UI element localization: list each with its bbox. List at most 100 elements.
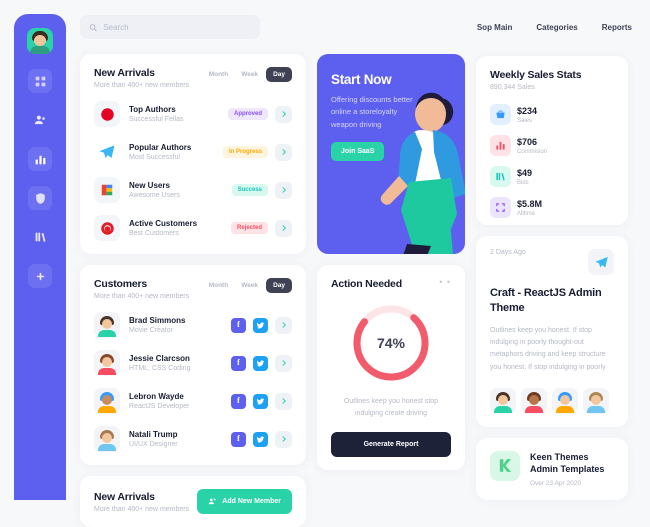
stat-value: $234 — [517, 105, 538, 116]
facebook-icon[interactable]: f — [231, 317, 246, 333]
donut-percentage: 74% — [376, 335, 406, 351]
customers-subtitle: More than 400+ new members — [94, 293, 190, 300]
table-row[interactable]: Active Customers Best Customers Rejected — [94, 215, 292, 241]
generate-report-button[interactable]: Generate Report — [331, 431, 451, 457]
row-title: New Users — [129, 181, 170, 190]
sidebar-item-grid[interactable] — [28, 69, 52, 93]
avatar[interactable] — [490, 387, 516, 414]
sidebar-item-add[interactable] — [28, 264, 52, 288]
sidebar-avatar[interactable] — [27, 28, 53, 54]
chevron-right-icon — [282, 149, 286, 155]
google-icon — [94, 177, 120, 203]
twitter-icon[interactable] — [253, 355, 268, 371]
sidebar-item-security[interactable] — [28, 186, 52, 210]
stat-tile-bids: $49 Bids — [490, 166, 550, 187]
segment-day[interactable]: Day — [266, 278, 292, 293]
customer-role: UI/UX Designer — [129, 441, 178, 448]
facebook-icon[interactable]: f — [231, 393, 246, 409]
join-saas-button[interactable]: Join SaaS — [331, 142, 385, 162]
add-new-member-button[interactable]: Add New Member — [197, 489, 292, 514]
list-item[interactable]: Jessie Clarcson HTML, CSS Coding f — [94, 350, 292, 376]
avatar[interactable] — [583, 387, 609, 414]
customer-role: Movie Creator — [129, 327, 173, 334]
row-arrow-button[interactable] — [275, 316, 292, 334]
stat-label: Commision — [517, 148, 548, 155]
facebook-icon[interactable]: f — [231, 431, 246, 447]
weekly-stats-subtitle: 890,344 Sales — [490, 84, 535, 91]
sidebar-item-analytics[interactable] — [28, 147, 52, 171]
row-subtitle: Awesome Users — [129, 192, 180, 199]
donut-chart: 74% — [331, 302, 451, 384]
weekly-sales-stats-card: Weekly Sales Stats 890,344 Sales $234 Sa… — [476, 56, 628, 226]
ellipsis-icon[interactable]: • • — [439, 277, 451, 287]
nav-item-categories[interactable]: Categories — [536, 22, 578, 32]
nav-item-reports[interactable]: Reports — [601, 22, 632, 32]
list-item[interactable]: Lebron Wayde ReactJS Developer f — [94, 388, 292, 414]
status-badge: Rejected — [230, 222, 268, 234]
segment-week[interactable]: Week — [241, 282, 259, 289]
keen-subtitle: Over 23 Apr 2020 — [530, 480, 581, 487]
nav-item-sop-main[interactable]: Sop Main — [476, 22, 513, 32]
list-item[interactable]: Natali Trump UI/UX Designer f — [94, 426, 292, 452]
blog-body: Outlines keep you honest. If stop indulg… — [490, 326, 606, 371]
keen-themes-card: Keen Themes Admin Templates Over 23 Apr … — [476, 437, 628, 500]
bottom-arrivals-title: New Arrivals — [94, 490, 155, 503]
customers-header: Customers More than 400+ new members Mon… — [94, 278, 292, 300]
action-needed-body: Outlines keep you honest stop indulging … — [343, 398, 439, 417]
stat-label: Alltime — [517, 210, 536, 217]
brackets-icon — [490, 197, 511, 218]
middle-column: Start Now Offering discounts better onli… — [317, 54, 465, 500]
twitter-icon[interactable] — [253, 431, 268, 447]
search-icon — [89, 23, 97, 31]
segment-month[interactable]: Month — [208, 282, 229, 289]
new-arrivals-subtitle: More than 400+ new members — [94, 82, 190, 89]
add-user-icon — [209, 498, 217, 505]
promo-card: Start Now Offering discounts better onli… — [317, 54, 465, 254]
sidebar — [14, 14, 66, 500]
new-arrivals-card: New Arrivals More than 400+ new members … — [80, 54, 306, 254]
customer-name: Natali Trump — [129, 430, 178, 439]
layers-icon — [490, 166, 511, 187]
segment-week[interactable]: Week — [241, 71, 259, 78]
row-arrow-button[interactable] — [275, 143, 292, 161]
status-badge: Success — [231, 184, 268, 196]
search-input[interactable] — [103, 22, 251, 32]
chevron-right-icon — [282, 398, 286, 404]
keen-title[interactable]: Keen Themes Admin Templates — [530, 451, 605, 475]
segment-day[interactable]: Day — [266, 67, 292, 82]
row-subtitle: Best Customers — [129, 230, 179, 237]
search-box[interactable] — [80, 15, 260, 39]
customers-card: Customers More than 400+ new members Mon… — [80, 265, 306, 465]
basket-icon — [490, 104, 511, 125]
row-arrow-button[interactable] — [275, 430, 292, 448]
chevron-right-icon — [282, 322, 286, 328]
avatar[interactable] — [521, 387, 547, 414]
twitter-icon[interactable] — [253, 393, 268, 409]
avatar — [94, 350, 120, 376]
add-new-member-label: Add New Member — [222, 498, 281, 505]
customer-name: Jessie Clarcson — [129, 354, 190, 363]
telegram-icon[interactable] — [588, 249, 614, 276]
row-arrow-button[interactable] — [275, 105, 292, 123]
sidebar-item-library[interactable] — [28, 225, 52, 249]
row-arrow-button[interactable] — [275, 181, 292, 199]
blog-header: 2 Days Ago — [490, 249, 614, 276]
row-arrow-button[interactable] — [275, 219, 292, 237]
table-row[interactable]: Popular Authors Most Successful In Progr… — [94, 139, 292, 165]
blog-title[interactable]: Craft - ReactJS Admin Theme — [490, 287, 602, 314]
table-row[interactable]: Top Authors Successful Fellas Approved — [94, 101, 292, 127]
facebook-icon[interactable]: f — [231, 355, 246, 371]
list-item[interactable]: Brad Simmons Movie Creator f — [94, 312, 292, 338]
dashboard-app: Sop Main Categories Reports New Arrivals… — [14, 14, 632, 527]
row-arrow-button[interactable] — [275, 392, 292, 410]
sidebar-item-users[interactable] — [28, 108, 52, 132]
avatar[interactable] — [552, 387, 578, 414]
promo-body: Offering discounts better online a store… — [331, 95, 413, 129]
customer-role: HTML, CSS Coding — [129, 365, 191, 372]
table-row[interactable]: New Users Awesome Users Success — [94, 177, 292, 203]
left-column: New Arrivals More than 400+ new members … — [80, 54, 306, 527]
segment-month[interactable]: Month — [208, 71, 229, 78]
twitter-icon[interactable] — [253, 317, 268, 333]
row-subtitle: Successful Fellas — [129, 116, 184, 123]
row-arrow-button[interactable] — [275, 354, 292, 372]
